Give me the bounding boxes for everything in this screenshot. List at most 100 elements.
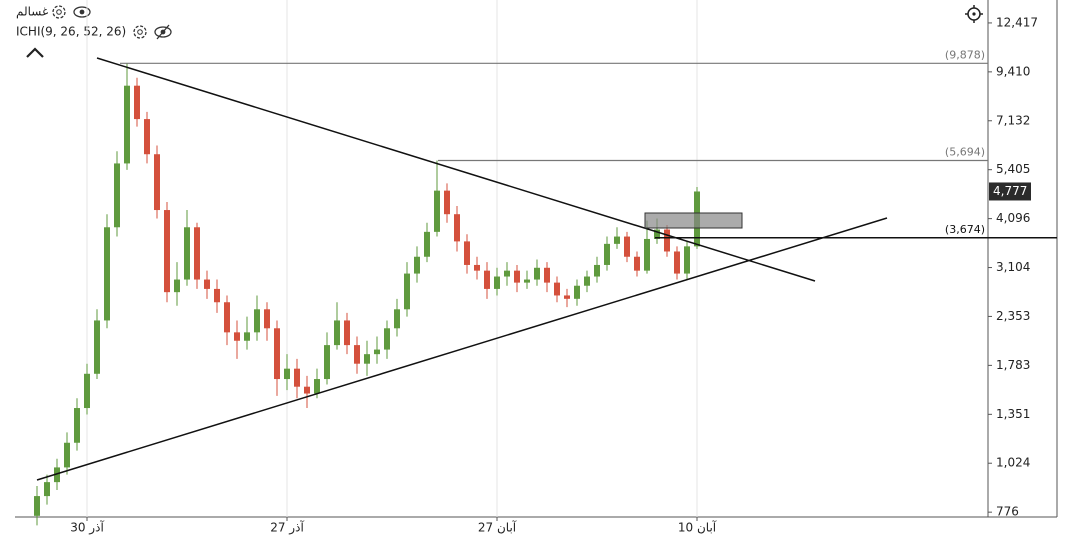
- x-tick-label: آبان 10: [678, 520, 717, 535]
- x-tick-label: آذر 27: [270, 520, 304, 536]
- symbol-title: غسالم: [16, 5, 48, 19]
- candle-body: [204, 279, 210, 289]
- candle-body: [64, 442, 70, 468]
- last-price-tag: [989, 182, 1031, 201]
- y-tick-label: 1,783: [996, 358, 1030, 372]
- last-price-label: 4,777: [993, 184, 1027, 198]
- candle-body: [474, 264, 480, 271]
- candle-body: [114, 163, 120, 228]
- candle-body: [654, 229, 660, 239]
- candle-body: [564, 295, 570, 299]
- candle-body: [314, 379, 320, 394]
- visibility-icon[interactable]: [73, 6, 91, 18]
- candle-body: [364, 354, 370, 364]
- candle-body: [504, 270, 510, 277]
- y-tick-label: 7,132: [996, 113, 1030, 127]
- candle-body: [234, 332, 240, 341]
- plot: [34, 0, 700, 526]
- candle-body: [34, 496, 40, 516]
- price-level-label: (5,694): [945, 145, 985, 158]
- candle-body: [104, 227, 110, 321]
- candle-body: [194, 227, 200, 280]
- y-tick-label: 5,405: [996, 162, 1030, 176]
- candle-body: [164, 210, 170, 293]
- candle-body: [134, 85, 140, 120]
- candle-body: [614, 236, 620, 244]
- candle-body: [384, 328, 390, 350]
- indicator-label: ICHI(9, 26, 52, 26): [16, 25, 126, 39]
- candle-body: [184, 227, 190, 280]
- y-tick-label: 12,417: [996, 15, 1038, 29]
- trend-line[interactable]: [36, 217, 888, 481]
- candle-body: [624, 236, 630, 257]
- candle-body: [334, 320, 340, 346]
- candle-body: [424, 231, 430, 257]
- candle-body: [44, 482, 50, 497]
- candle-body: [324, 345, 330, 380]
- candle-body: [344, 320, 350, 346]
- candle-body: [684, 246, 690, 274]
- candle-body: [374, 349, 380, 355]
- candle-body: [394, 309, 400, 329]
- candle-body: [144, 119, 150, 155]
- candle-body: [454, 214, 460, 242]
- candle-body: [174, 279, 180, 293]
- candle-body: [294, 368, 300, 387]
- candle-body: [534, 267, 540, 280]
- candle-body: [244, 332, 250, 341]
- crosshair-button[interactable]: [965, 5, 983, 23]
- candle-body: [54, 467, 60, 483]
- candle-body: [514, 270, 520, 283]
- candle-body: [74, 408, 80, 443]
- candle-body: [674, 251, 680, 274]
- candle-body: [554, 282, 560, 296]
- candle-body: [264, 309, 270, 329]
- x-tick-label: آذر 30: [70, 520, 104, 536]
- candle-body: [594, 264, 600, 277]
- candle-body: [544, 267, 550, 283]
- y-tick-label: 9,410: [996, 64, 1030, 78]
- candle-body: [94, 320, 100, 374]
- candle-body: [604, 243, 610, 265]
- candle-body: [254, 309, 260, 333]
- candle-body: [154, 154, 160, 211]
- y-tick-label: 1,024: [996, 456, 1030, 470]
- candle-body: [214, 288, 220, 303]
- candle-body: [304, 386, 310, 394]
- candle-body: [444, 190, 450, 215]
- hidden-icon[interactable]: [154, 24, 172, 40]
- candle-body: [224, 302, 230, 333]
- candle-body: [464, 241, 470, 265]
- candle-body: [664, 229, 670, 252]
- y-tick-label: 4,096: [996, 211, 1030, 225]
- candle-body: [354, 345, 360, 364]
- y-tick-label: 2,353: [996, 309, 1030, 323]
- zone-box[interactable]: [644, 212, 743, 229]
- collapse-button[interactable]: [26, 47, 44, 58]
- candle-body: [574, 285, 580, 299]
- y-tick-label: 3,104: [996, 260, 1030, 274]
- candle-body: [644, 238, 650, 271]
- candle-body: [404, 273, 410, 310]
- candle-body: [284, 368, 290, 380]
- candle-body: [494, 276, 500, 289]
- candle-body: [414, 256, 420, 274]
- trend-line[interactable]: [96, 57, 816, 282]
- y-tick-label: 1,351: [996, 407, 1030, 421]
- candle-body: [484, 270, 490, 289]
- candle-body: [634, 256, 640, 271]
- candle-body: [84, 373, 90, 409]
- candle-body: [584, 276, 590, 286]
- candle-body: [434, 190, 440, 232]
- y-tick-label: 776: [996, 505, 1019, 519]
- price-level-label: (3,674): [945, 223, 985, 236]
- x-tick-label: آبان 27: [478, 520, 517, 535]
- candle-body: [124, 85, 130, 164]
- price-level-label: (9,878): [945, 48, 985, 61]
- settings-icon[interactable]: [52, 5, 66, 19]
- settings-icon[interactable]: [133, 25, 147, 39]
- candle-body: [524, 279, 530, 283]
- candle-body: [274, 328, 280, 380]
